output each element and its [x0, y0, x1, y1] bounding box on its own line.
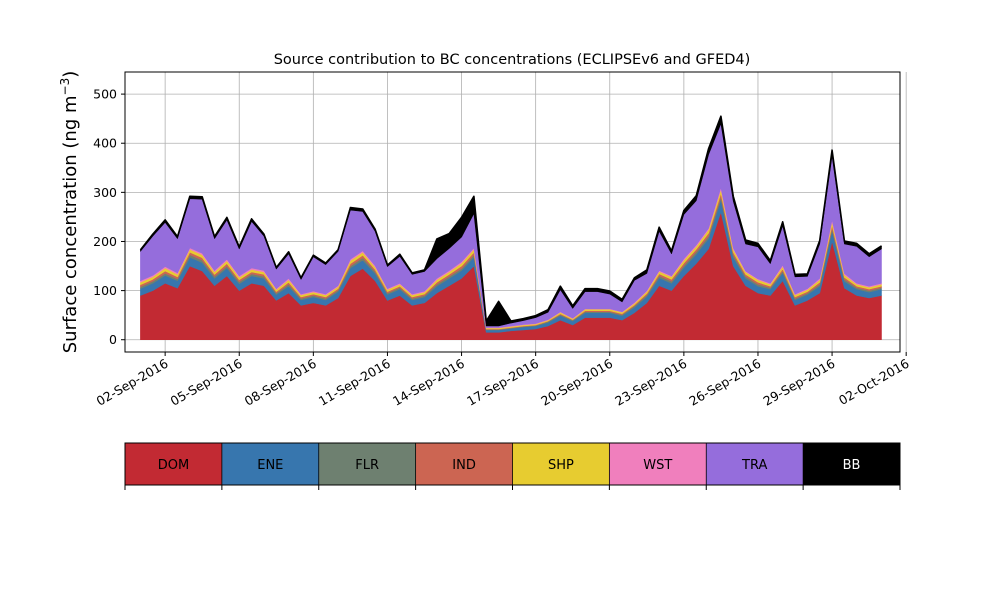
legend-frame: [124, 442, 901, 486]
legend-swatch-ind: [415, 443, 513, 485]
legend-label-tra: TRA: [741, 458, 767, 473]
legend-label-wst: WST: [643, 458, 672, 473]
y-axis-label: Surface concentration (ng m−3): [58, 71, 81, 354]
legend-label-shp: SHP: [548, 458, 574, 473]
legend-label-ene: ENE: [257, 458, 283, 473]
legend-swatch-bb: [803, 443, 900, 485]
legend-swatch-flr: [318, 443, 416, 485]
y-tick-label: 300: [93, 185, 117, 200]
y-tick-label: 200: [93, 234, 117, 249]
stacked-areas: [139, 115, 882, 341]
y-tick-label: 100: [93, 283, 117, 298]
legend-label-dom: DOM: [158, 458, 189, 473]
plot-frame: [124, 71, 901, 353]
y-axis-label-close: ): [60, 71, 81, 78]
y-tick-label: 500: [93, 87, 117, 102]
total-line: [139, 115, 882, 322]
y-axis-label-exponent: −3: [58, 78, 72, 96]
legend-swatch-ene: [221, 443, 319, 485]
legend-colorbar: DOM ENE FLR IND SHP WST TRA BB: [124, 442, 901, 490]
legend-label-bb: BB: [843, 458, 861, 473]
legend-swatch-shp: [512, 443, 610, 485]
y-tick-label: 0: [109, 332, 117, 347]
y-tick-label: 400: [93, 136, 117, 151]
legend-label-flr: FLR: [355, 458, 379, 473]
chart-title: Source contribution to BC concentrations…: [274, 52, 751, 68]
legend-swatch-tra: [706, 443, 804, 485]
legend-swatch-dom: [125, 443, 222, 485]
legend-label-ind: IND: [452, 458, 476, 473]
y-axis-label-main: Surface concentration (ng m: [60, 95, 81, 353]
legend-swatch-wst: [609, 443, 707, 485]
